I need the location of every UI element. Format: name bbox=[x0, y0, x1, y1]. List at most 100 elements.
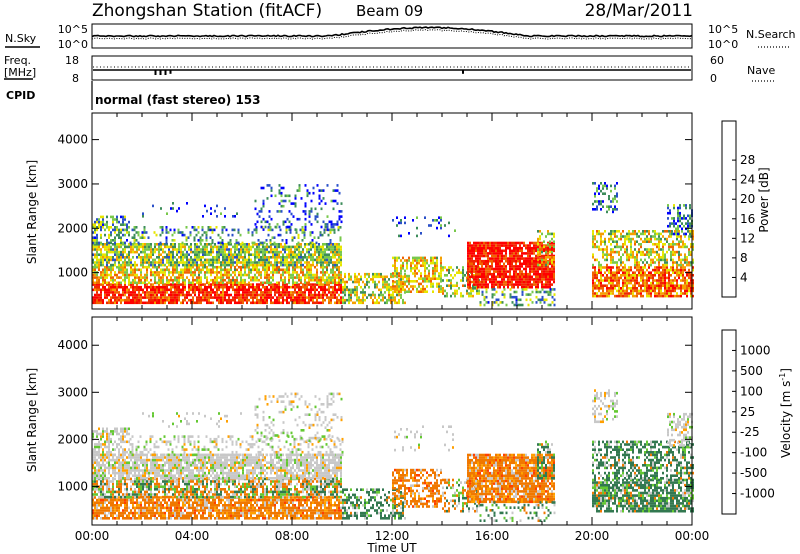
heatmap-cell bbox=[495, 252, 497, 255]
heatmap-cell bbox=[130, 265, 132, 269]
heatmap-cell bbox=[220, 268, 222, 272]
heatmap-cell bbox=[471, 244, 473, 247]
heatmap-cell bbox=[342, 288, 344, 292]
heatmap-cell bbox=[198, 288, 200, 292]
heatmap-cell bbox=[612, 287, 614, 290]
heatmap-cell bbox=[324, 223, 327, 226]
heatmap-cell bbox=[244, 258, 246, 262]
heatmap-cell bbox=[545, 267, 547, 271]
heatmap-cell bbox=[547, 290, 550, 294]
heatmap-cell bbox=[424, 287, 426, 291]
heatmap-cell bbox=[198, 291, 200, 294]
heatmap-cell bbox=[294, 197, 297, 200]
heatmap-cell bbox=[304, 245, 306, 249]
heatmap-cell bbox=[384, 301, 386, 305]
heatmap-cell bbox=[432, 261, 434, 265]
heatmap-cell bbox=[547, 283, 549, 286]
heatmap-cell bbox=[326, 256, 328, 259]
heatmap-cell bbox=[660, 266, 662, 269]
heatmap-cell bbox=[218, 276, 220, 279]
cpid-label: CPID bbox=[6, 89, 35, 102]
heatmap-cell bbox=[308, 296, 310, 299]
heatmap-cell bbox=[499, 252, 501, 255]
heatmap-cell bbox=[656, 243, 658, 246]
heatmap-cell bbox=[442, 287, 444, 290]
heatmap-cell bbox=[124, 291, 126, 294]
heatmap-cell bbox=[284, 245, 286, 249]
heatmap-cell bbox=[264, 263, 266, 267]
heatmap-cell bbox=[535, 265, 537, 268]
heatmap-cell bbox=[612, 258, 614, 262]
heatmap-cell bbox=[204, 293, 206, 297]
heatmap-cell bbox=[676, 284, 678, 287]
heatmap-cell bbox=[541, 258, 543, 262]
heatmap-cell bbox=[206, 243, 208, 246]
heatmap-cell bbox=[290, 212, 293, 216]
heatmap-cell bbox=[666, 292, 668, 295]
heatmap-cell bbox=[190, 288, 192, 292]
heatmap-cell bbox=[511, 295, 514, 299]
heatmap-cell bbox=[146, 283, 148, 286]
heatmap-cell bbox=[402, 275, 404, 279]
heatmap-cell bbox=[326, 281, 328, 285]
heatmap-cell bbox=[112, 218, 114, 221]
heatmap-cell bbox=[452, 268, 454, 272]
heatmap-cell bbox=[278, 291, 280, 294]
heatmap-cell bbox=[662, 258, 664, 262]
heatmap-cell bbox=[118, 271, 120, 274]
heatmap-cell bbox=[242, 293, 244, 297]
heatmap-cell bbox=[180, 291, 182, 294]
heatmap-cell bbox=[324, 278, 326, 282]
heatmap-cell bbox=[539, 250, 541, 254]
heatmap-cell bbox=[592, 276, 594, 280]
heatmap-cell bbox=[529, 246, 531, 250]
heatmap-cell bbox=[144, 256, 146, 259]
heatmap-cell bbox=[602, 289, 604, 293]
heatmap-cell bbox=[205, 231, 208, 234]
heatmap-cell bbox=[604, 243, 606, 246]
heatmap-cell bbox=[670, 292, 672, 295]
heatmap-cell bbox=[499, 301, 502, 304]
heatmap-cell bbox=[136, 256, 138, 259]
heatmap-cell bbox=[668, 279, 670, 282]
heatmap-cell bbox=[356, 298, 358, 302]
heatmap-cell bbox=[340, 276, 342, 279]
heatmap-cell bbox=[648, 274, 650, 277]
heatmap-cell bbox=[104, 288, 106, 292]
heatmap-cell bbox=[525, 262, 527, 266]
heatmap-cell bbox=[250, 293, 252, 297]
heatmap-cell bbox=[314, 250, 316, 254]
heatmap-cell bbox=[509, 283, 511, 286]
heatmap-cell bbox=[311, 231, 314, 234]
heatmap-cell bbox=[612, 256, 614, 259]
heatmap-cell bbox=[616, 271, 618, 274]
heatmap-cell bbox=[132, 268, 134, 272]
heatmap-cell bbox=[222, 245, 224, 249]
heatmap-cell bbox=[638, 284, 640, 287]
heatmap-cell bbox=[162, 291, 164, 294]
heatmap-cell bbox=[479, 283, 481, 286]
heatmap-cell bbox=[226, 256, 228, 259]
heatmap-cell bbox=[120, 250, 122, 254]
heatmap-cell bbox=[330, 278, 332, 282]
heatmap-cell bbox=[332, 223, 335, 226]
heatmap-cell bbox=[209, 228, 212, 232]
heatmap-cell bbox=[261, 241, 264, 245]
heatmap-cell bbox=[316, 273, 318, 277]
heatmap-cell bbox=[306, 301, 308, 305]
heatmap-cell bbox=[662, 276, 664, 280]
heatmap-cell bbox=[178, 283, 180, 286]
heatmap-cell bbox=[112, 215, 114, 219]
heatmap-cell bbox=[646, 253, 648, 256]
heatmap-cell bbox=[188, 261, 190, 264]
heatmap-cell bbox=[499, 275, 501, 279]
heatmap-cell bbox=[210, 261, 212, 264]
heatmap-cell bbox=[196, 250, 198, 254]
heatmap-cell bbox=[364, 298, 366, 302]
heatmap-cell bbox=[170, 276, 172, 279]
heatmap-cell bbox=[114, 285, 116, 289]
heatmap-cell bbox=[185, 236, 188, 239]
heatmap-cell bbox=[497, 262, 499, 266]
heatmap-cell bbox=[168, 263, 170, 267]
heatmap-cell bbox=[193, 228, 196, 232]
